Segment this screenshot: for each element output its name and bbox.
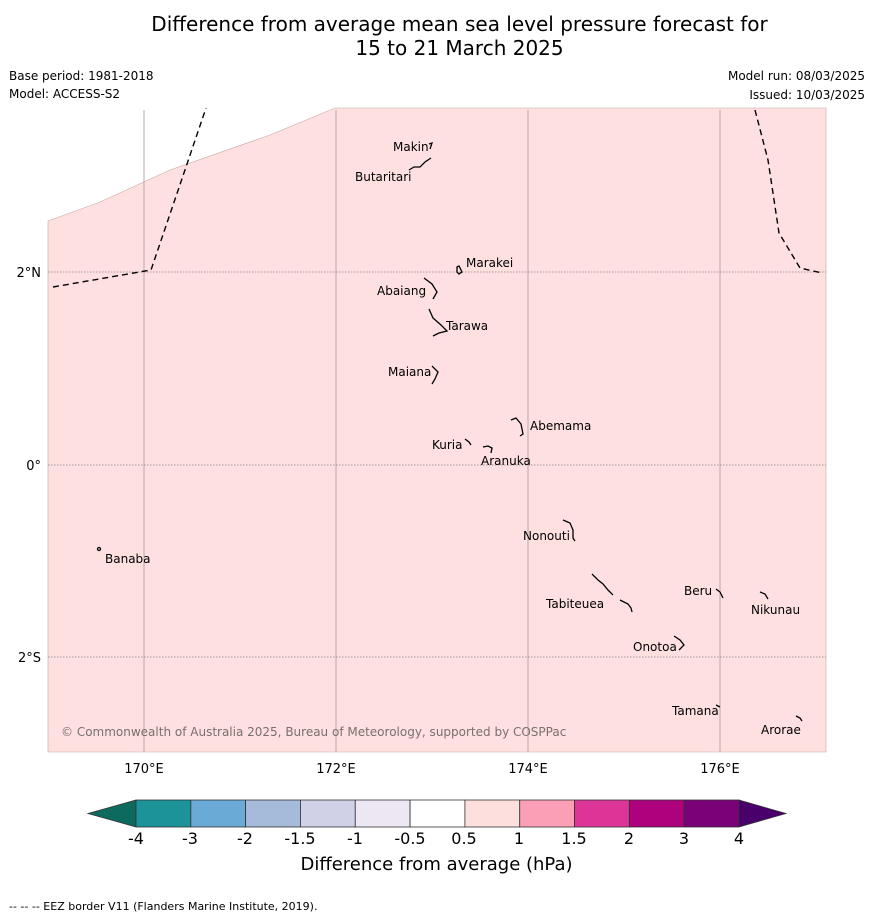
- longitude-labels: 170°E 172°E 174°E 176°E: [124, 762, 740, 777]
- colorbar-under-arrow: [86, 799, 137, 828]
- place-label-maiana: Maiana: [388, 365, 431, 379]
- colorbar-over-arrow: [738, 799, 788, 828]
- place-labels: Makin Butaritari Marakei Abaiang Tarawa …: [105, 140, 801, 737]
- colorbar-tick: -2: [237, 829, 253, 848]
- place-label-beru: Beru: [684, 584, 712, 598]
- colorbar-swatch: [683, 799, 740, 828]
- place-label-makin: Makin: [393, 140, 429, 154]
- colorbar-ticks: -4 -3 -2 -1.5 -1 -0.5 0.5 1 1.5 2 3 4: [0, 829, 873, 849]
- colorbar-swatch: [190, 799, 247, 828]
- colorbar-tick: -0.5: [394, 829, 426, 848]
- colorbar-tick: -1: [347, 829, 363, 848]
- colorbar-tick: -1.5: [284, 829, 316, 848]
- colorbar-swatch: [519, 799, 575, 828]
- place-label-aranuka: Aranuka: [481, 454, 531, 468]
- colorbar-tick: -4: [128, 829, 144, 848]
- model-name: Model: ACCESS-S2: [9, 87, 121, 101]
- issued-date: Issued: 10/03/2025: [749, 88, 865, 102]
- place-label-arorae: Arorae: [761, 723, 801, 737]
- chart-title: Difference from average mean sea level p…: [0, 12, 873, 60]
- place-label-abaiang: Abaiang: [377, 284, 426, 298]
- place-label-banaba: Banaba: [105, 552, 151, 566]
- lat-label-0: 0°: [26, 459, 41, 474]
- lon-label-174e: 174°E: [508, 762, 548, 777]
- model-run: Model run: 08/03/2025: [727, 69, 865, 83]
- colorbar-swatch: [409, 799, 466, 828]
- colorbar-swatch: [135, 799, 192, 828]
- colorbar-swatch: [300, 799, 356, 828]
- colorbar-swatch: [574, 799, 630, 828]
- place-label-abemama: Abemama: [530, 419, 591, 433]
- eez-border: [52, 107, 823, 288]
- place-label-tamana: Tamana: [671, 704, 719, 718]
- lat-label-2n: 2°N: [17, 266, 42, 281]
- copyright-credit: © Commonwealth of Australia 2025, Bureau…: [61, 725, 566, 739]
- place-label-nonouti: Nonouti: [523, 529, 570, 543]
- lon-label-176e: 176°E: [700, 762, 740, 777]
- colorbar-tick: 0.5: [451, 829, 477, 848]
- lon-label-172e: 172°E: [316, 762, 356, 777]
- colorbar-label: Difference from average (hPa): [300, 854, 573, 875]
- island-outlines: [96, 141, 803, 722]
- place-label-kuria: Kuria: [432, 438, 463, 452]
- eez-footnote: -- -- -- EEZ border V11 (Flanders Marine…: [9, 900, 318, 913]
- place-label-marakei: Marakei: [466, 256, 513, 270]
- place-label-nikunau: Nikunau: [751, 603, 800, 617]
- place-label-onotoa: Onotoa: [633, 640, 677, 654]
- colorbar-swatch: [464, 799, 521, 828]
- colorbar-tick: 1.5: [561, 829, 587, 848]
- colorbar-tick: 1: [513, 829, 525, 848]
- latitude-gridlines: [48, 271, 826, 658]
- place-label-tabiteuea: Tabiteuea: [545, 597, 604, 611]
- colorbar-swatch: [245, 799, 301, 828]
- longitude-gridlines: [143, 110, 721, 752]
- lat-label-2s: 2°S: [18, 651, 41, 666]
- latitude-labels: 2°N 0° 2°S: [17, 266, 42, 666]
- colorbar-tick: 2: [623, 829, 635, 848]
- base-period: Base period: 1981-2018: [9, 69, 154, 83]
- lon-label-170e: 170°E: [124, 762, 164, 777]
- place-label-butaritari: Butaritari: [355, 170, 412, 184]
- colorbar-tick: 3: [678, 829, 690, 848]
- colorbar: [86, 799, 788, 828]
- colorbar-tick: -3: [182, 829, 198, 848]
- colorbar-tick: 4: [733, 829, 745, 848]
- colorbar-swatch: [354, 799, 411, 828]
- pressure-anomaly-area: [47, 107, 827, 753]
- place-label-tarawa: Tarawa: [445, 319, 488, 333]
- title-line-1: Difference from average mean sea level p…: [151, 12, 768, 36]
- title-line-2: 15 to 21 March 2025: [355, 36, 564, 60]
- colorbar-swatch: [628, 799, 685, 828]
